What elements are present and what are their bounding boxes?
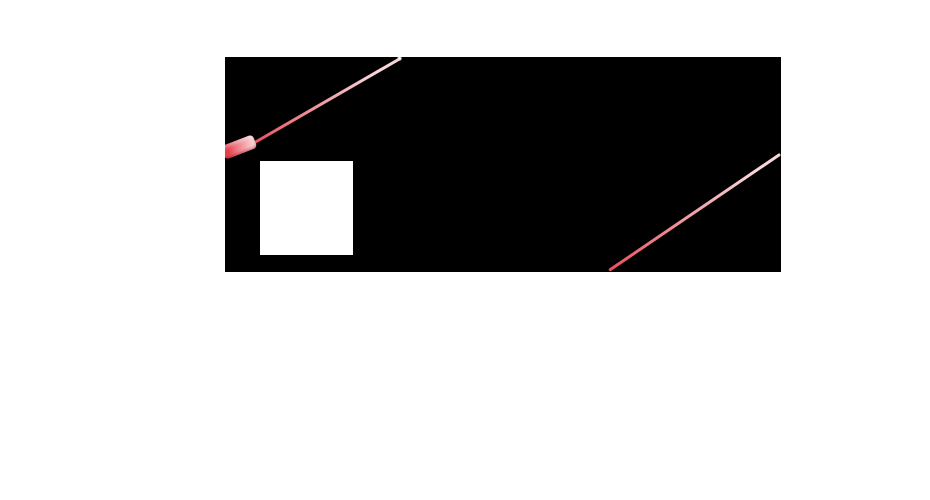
laser-beam-lower [608, 152, 781, 272]
laser-beam-upper [252, 57, 401, 145]
white-cube-face [260, 161, 353, 255]
red-laser-emitter-block [225, 134, 258, 160]
render-viewport [225, 57, 781, 272]
laser-beam-tip-glint [397, 57, 402, 61]
